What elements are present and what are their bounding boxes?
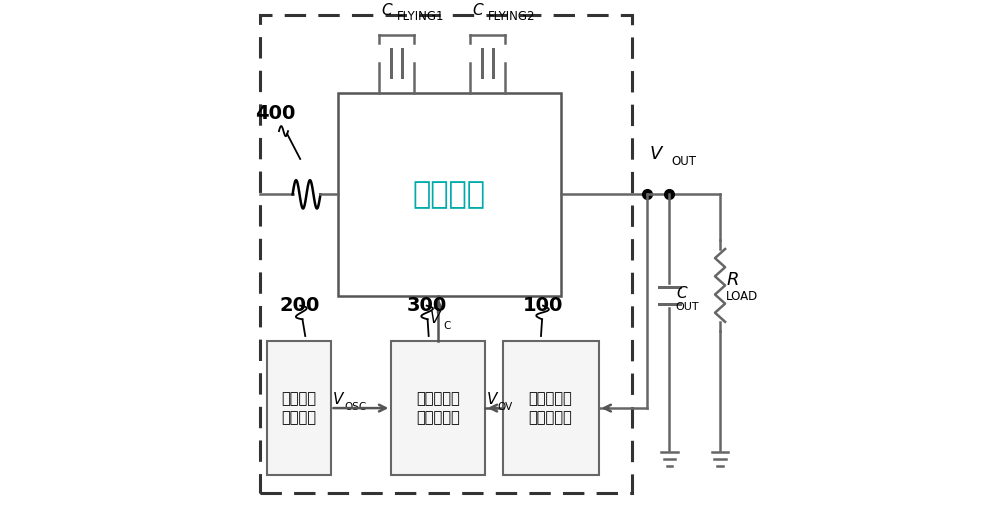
Text: 400: 400 bbox=[255, 104, 295, 123]
Text: 过压保护信
号产生模块: 过压保护信 号产生模块 bbox=[529, 391, 572, 426]
Text: C: C bbox=[443, 321, 450, 331]
Text: $C$: $C$ bbox=[381, 2, 394, 18]
Bar bbox=[391, 341, 485, 475]
Text: $C$: $C$ bbox=[472, 2, 485, 18]
Text: LOAD: LOAD bbox=[726, 290, 758, 303]
Text: $R$: $R$ bbox=[726, 271, 739, 290]
Text: OV: OV bbox=[497, 401, 512, 411]
Text: $V$: $V$ bbox=[649, 145, 665, 163]
Text: FLYING1: FLYING1 bbox=[397, 10, 445, 23]
Text: $V$: $V$ bbox=[486, 391, 499, 407]
Text: $C$: $C$ bbox=[676, 285, 688, 301]
Text: 200: 200 bbox=[280, 296, 320, 315]
Text: 100: 100 bbox=[523, 296, 563, 315]
Text: OUT: OUT bbox=[671, 155, 696, 168]
Bar bbox=[338, 93, 561, 296]
Bar bbox=[267, 341, 331, 475]
Text: $V$: $V$ bbox=[332, 391, 345, 407]
Text: 升压模块: 升压模块 bbox=[413, 180, 486, 209]
Bar bbox=[503, 341, 599, 475]
Text: OSC: OSC bbox=[345, 401, 367, 411]
Bar bbox=[260, 15, 632, 493]
Text: OUT: OUT bbox=[676, 302, 699, 312]
Text: 300: 300 bbox=[407, 296, 447, 315]
Text: 工作时钟
产生模块: 工作时钟 产生模块 bbox=[281, 391, 316, 426]
Text: FLYING2: FLYING2 bbox=[488, 10, 536, 23]
Text: 升压控制信
号产生模块: 升压控制信 号产生模块 bbox=[416, 391, 460, 426]
Text: $V$: $V$ bbox=[429, 310, 442, 326]
